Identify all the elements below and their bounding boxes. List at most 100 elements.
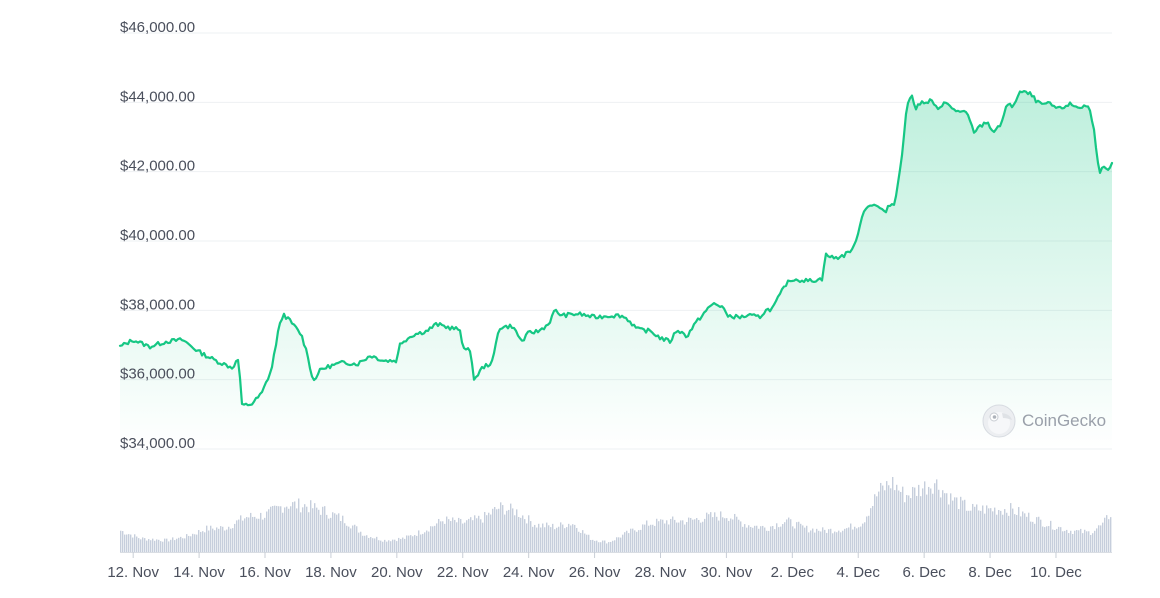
volume-bar xyxy=(684,524,686,552)
volume-bar xyxy=(252,516,254,552)
volume-bar xyxy=(732,519,734,552)
volume-bar xyxy=(474,515,476,552)
volume-bar xyxy=(280,506,282,552)
volume-bar xyxy=(438,518,440,552)
volume-bar xyxy=(228,526,230,552)
volume-bar xyxy=(924,481,926,552)
volume-bar xyxy=(836,532,838,552)
volume-bar xyxy=(428,531,430,552)
volume-bar xyxy=(396,541,398,552)
volume-bar xyxy=(516,509,518,552)
volume-bar xyxy=(956,497,958,552)
volume-bar xyxy=(454,519,456,552)
volume-bar xyxy=(476,518,478,552)
volume-bar xyxy=(156,539,158,552)
volume-bar xyxy=(598,542,600,552)
volume-bar xyxy=(524,519,526,552)
volume-bar xyxy=(496,509,498,552)
volume-bar xyxy=(322,506,324,552)
volume-bar xyxy=(696,518,698,552)
volume-bar xyxy=(618,537,620,552)
volume-bar xyxy=(1090,534,1092,552)
volume-bar xyxy=(224,530,226,552)
volume-bar xyxy=(1084,529,1086,552)
volume-bar xyxy=(434,525,436,552)
volume-bar xyxy=(1014,514,1016,552)
volume-bar xyxy=(1026,516,1028,552)
volume-bar xyxy=(130,534,132,552)
volume-bar xyxy=(896,484,898,552)
volume-bar xyxy=(698,519,700,552)
volume-bar xyxy=(378,540,380,552)
volume-bar xyxy=(1020,516,1022,552)
volume-bar xyxy=(668,524,670,552)
volume-bar xyxy=(1106,515,1108,552)
volume-bar xyxy=(128,534,130,552)
volume-bar xyxy=(852,529,854,552)
x-tick-label: 16. Nov xyxy=(239,564,291,581)
volume-bar xyxy=(140,539,142,552)
volume-bar xyxy=(912,486,914,552)
volume-bar xyxy=(778,527,780,552)
volume-bar xyxy=(660,519,662,552)
volume-bar xyxy=(674,519,676,552)
volume-bar xyxy=(392,539,394,552)
volume-bar xyxy=(916,495,918,552)
volume-bar xyxy=(542,523,544,552)
volume-bar xyxy=(676,522,678,552)
volume-bar xyxy=(1036,517,1038,552)
volume-bar xyxy=(796,522,798,552)
volume-bar xyxy=(994,507,996,552)
volume-bar xyxy=(126,534,128,552)
volume-bar xyxy=(234,523,236,552)
volume-bar xyxy=(564,528,566,552)
volume-bar xyxy=(726,518,728,552)
volume-bar xyxy=(816,528,818,552)
volume-bar xyxy=(256,518,258,552)
volume-bar xyxy=(1046,526,1048,552)
volume-bar xyxy=(506,510,508,552)
volume-bar xyxy=(284,507,286,552)
price-line xyxy=(118,90,1114,407)
volume-bar xyxy=(352,525,354,552)
volume-bar xyxy=(560,522,562,552)
volume-bar xyxy=(764,527,766,552)
volume-bar xyxy=(420,534,422,552)
volume-bar xyxy=(662,519,664,552)
volume-bar xyxy=(656,518,658,552)
volume-bar xyxy=(1108,519,1110,552)
volume-bar xyxy=(186,534,188,552)
coingecko-logo-icon xyxy=(982,404,1016,438)
volume-bar xyxy=(970,510,972,552)
volume-bar xyxy=(232,528,234,552)
volume-bar xyxy=(716,516,718,552)
volume-bar xyxy=(536,527,538,552)
volume-bar xyxy=(918,484,920,552)
volume-bar xyxy=(910,498,912,552)
volume-bar xyxy=(178,537,180,552)
volume-bar xyxy=(1078,530,1080,552)
volume-bar xyxy=(538,523,540,552)
volume-bar xyxy=(510,503,512,552)
volume-bar xyxy=(480,519,482,552)
volume-bar xyxy=(1004,509,1006,552)
volume-bar xyxy=(400,538,402,552)
volume-bar xyxy=(336,514,338,552)
volume-bar xyxy=(792,526,794,552)
volume-bar xyxy=(1104,517,1106,552)
volume-bar xyxy=(308,512,310,552)
volume-bar xyxy=(292,502,294,552)
volume-bar xyxy=(840,532,842,552)
volume-bar xyxy=(148,539,150,552)
volume-bar xyxy=(132,537,134,552)
volume-bar xyxy=(904,502,906,552)
volume-bar xyxy=(446,516,448,552)
volume-bar xyxy=(554,529,556,552)
volume-bar xyxy=(212,528,214,552)
volume-bar xyxy=(294,501,296,552)
volume-bar xyxy=(810,530,812,552)
volume-bar xyxy=(180,536,182,552)
volume-bar xyxy=(708,514,710,552)
volume-bar xyxy=(664,523,666,552)
